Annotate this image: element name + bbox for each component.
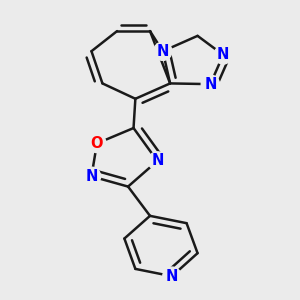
Text: N: N [151,154,164,169]
Circle shape [163,267,181,285]
Circle shape [154,42,172,60]
Text: O: O [91,136,103,151]
Text: N: N [157,44,169,59]
Circle shape [82,167,100,185]
Circle shape [214,46,232,64]
Circle shape [148,152,166,170]
Text: N: N [85,169,98,184]
Text: N: N [204,76,217,92]
Text: N: N [166,269,178,284]
Circle shape [201,75,220,93]
Text: N: N [217,47,230,62]
Circle shape [88,134,106,153]
